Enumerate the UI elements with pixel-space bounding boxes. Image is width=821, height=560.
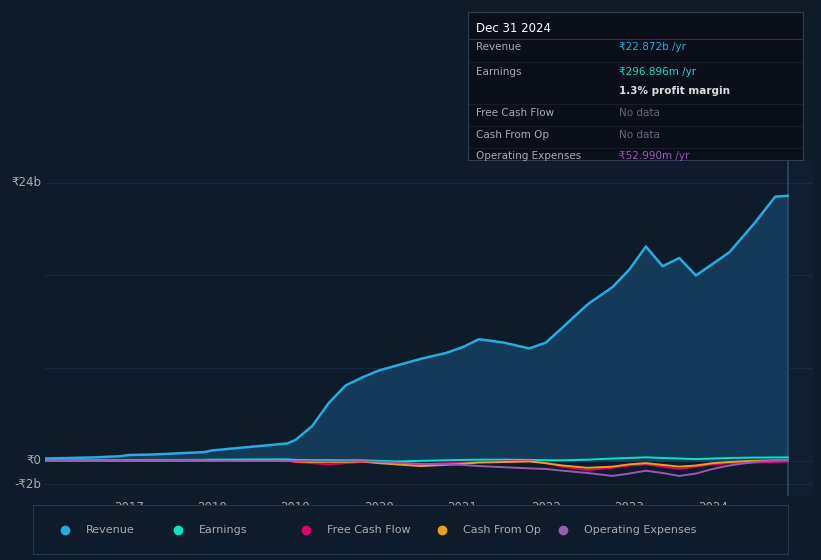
Text: No data: No data bbox=[619, 130, 659, 141]
Text: Cash From Op: Cash From Op bbox=[476, 130, 549, 141]
Text: Revenue: Revenue bbox=[476, 41, 521, 52]
Bar bbox=[788, 160, 813, 496]
Text: 1.3% profit margin: 1.3% profit margin bbox=[619, 86, 730, 96]
Text: Dec 31 2024: Dec 31 2024 bbox=[476, 22, 552, 35]
Text: ₹22.872b /yr: ₹22.872b /yr bbox=[619, 41, 686, 52]
Text: Free Cash Flow: Free Cash Flow bbox=[476, 108, 554, 118]
Text: Earnings: Earnings bbox=[476, 67, 522, 77]
Text: ₹52.990m /yr: ₹52.990m /yr bbox=[619, 151, 689, 161]
Text: No data: No data bbox=[619, 108, 659, 118]
Text: Earnings: Earnings bbox=[199, 525, 247, 535]
Text: Free Cash Flow: Free Cash Flow bbox=[328, 525, 411, 535]
Text: ₹296.896m /yr: ₹296.896m /yr bbox=[619, 67, 696, 77]
Text: ₹0: ₹0 bbox=[26, 454, 41, 468]
Text: Cash From Op: Cash From Op bbox=[463, 525, 541, 535]
Text: -₹2b: -₹2b bbox=[15, 478, 41, 491]
Text: Operating Expenses: Operating Expenses bbox=[476, 151, 581, 161]
Text: ₹24b: ₹24b bbox=[11, 176, 41, 189]
Text: Operating Expenses: Operating Expenses bbox=[585, 525, 696, 535]
Text: Revenue: Revenue bbox=[85, 525, 135, 535]
